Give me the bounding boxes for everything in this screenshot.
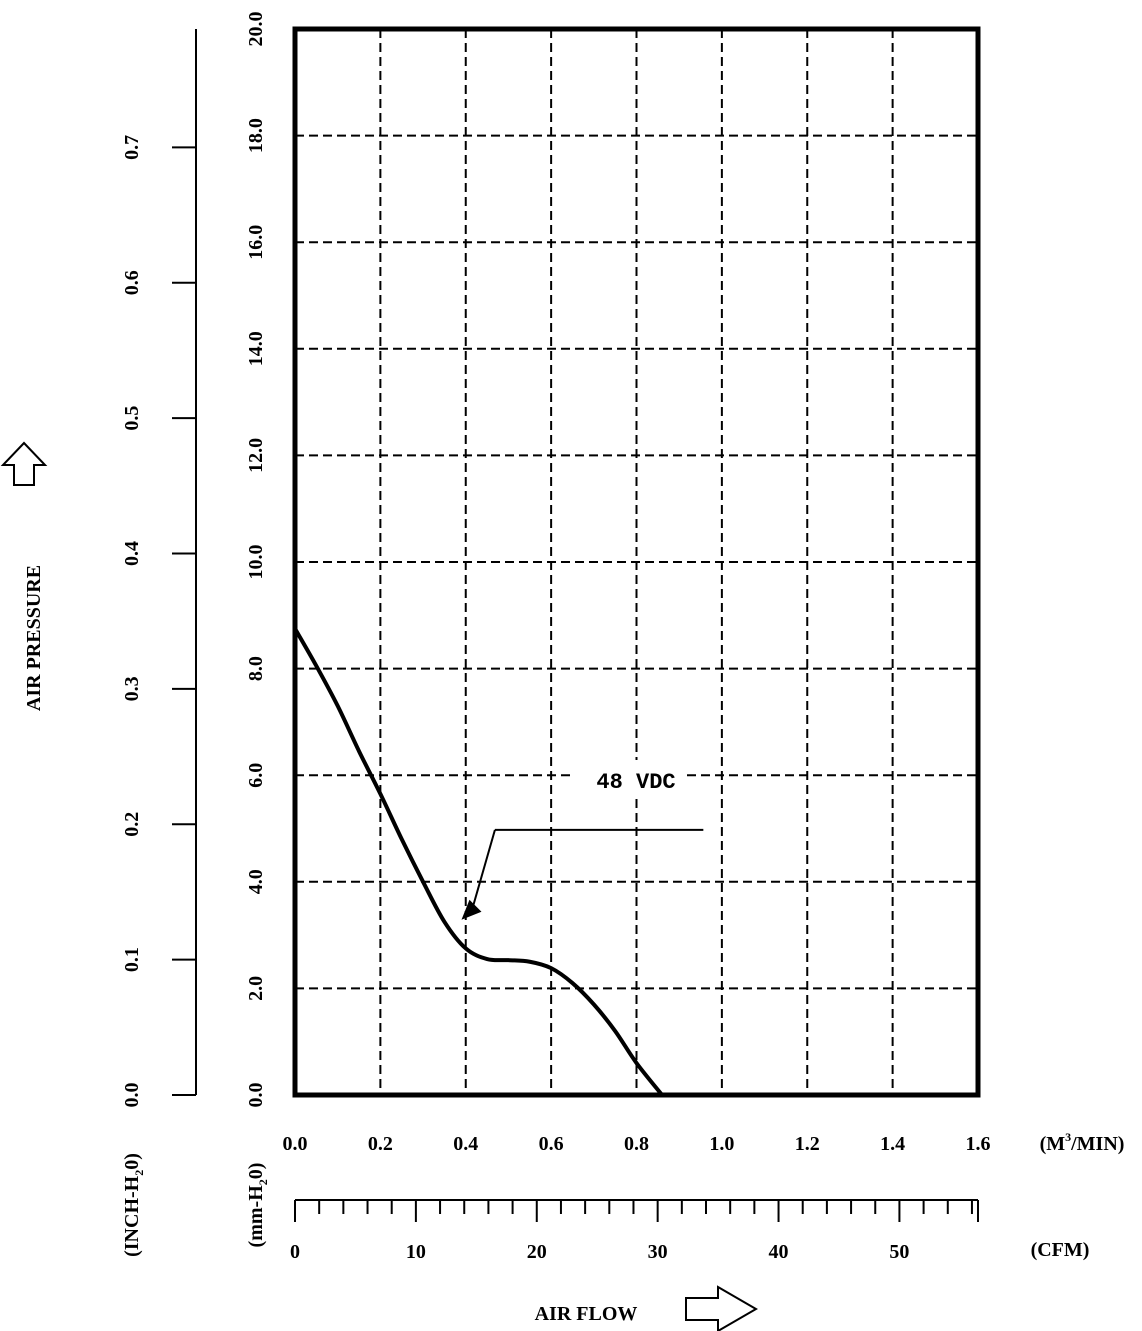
- right-arrow-icon: [685, 1285, 758, 1331]
- y-tick-label-inch: 0.5: [121, 406, 143, 431]
- y-tick-label-mm: 4.0: [245, 869, 267, 894]
- x-tick-label-m3: 1.6: [966, 1133, 991, 1155]
- x-tick-label-cfm: 50: [889, 1241, 909, 1263]
- x-tick-label-m3: 0.6: [539, 1133, 564, 1155]
- y-axis-mm-h2o: 0.0 2.0 4.0 6.0 8.0 10.0 12.0 14.0 16.0 18.0 20.0 (…: [245, 12, 270, 1248]
- y-tick-label-mm: 8.0: [245, 656, 267, 681]
- y-tick-label-mm: 16.0: [245, 225, 267, 260]
- y-tick-label-inch: 0.7: [121, 135, 143, 160]
- annotation-arrowhead-icon: [461, 899, 482, 920]
- annotation-leader: [470, 829, 496, 913]
- annotation-label-bg: [575, 760, 685, 794]
- y-tick-label-mm: 0.0: [245, 1083, 267, 1108]
- x-tick-label-m3: 0.2: [368, 1133, 393, 1155]
- y-tick-label-mm: 10.0: [245, 545, 267, 580]
- y-tick-label-mm: 20.0: [245, 12, 267, 47]
- y-tick-label-mm: 18.0: [245, 118, 267, 153]
- annotation-label: 48 VDC: [596, 770, 675, 795]
- axis-labels: AIR PRESSURE AIR FLOW: [0, 441, 758, 1331]
- y-tick-label-inch: 0.6: [121, 270, 143, 295]
- y-tick-label-inch: 0.3: [121, 676, 143, 701]
- x-unit-cfm: (CFM): [1031, 1239, 1090, 1261]
- annotation-layer: 48 VDC: [461, 760, 704, 920]
- up-arrow-icon: [0, 441, 48, 486]
- y-tick-label-inch: 0.4: [121, 541, 143, 566]
- x-tick-label-m3: 1.2: [795, 1133, 820, 1155]
- y-axis-title: AIR PRESSURE: [23, 565, 45, 711]
- x-tick-label-m3: 1.4: [880, 1133, 905, 1155]
- y-tick-label-inch: 0.0: [121, 1083, 143, 1108]
- x-tick-label-cfm: 40: [769, 1241, 789, 1263]
- y-tick-label-inch: 0.1: [121, 947, 143, 972]
- x-tick-label-m3: 0.4: [453, 1133, 478, 1155]
- y-axis-inch-h2o: 0.0 0.1 0.2 0.3 0.4 0.5 0.6 0.7 (INCH-H20): [121, 29, 197, 1257]
- x-tick-label-cfm: 0: [290, 1241, 300, 1263]
- x-tick-label-m3: 1.0: [709, 1133, 734, 1155]
- x-unit-m3-min: (M3/MIN): [1040, 1130, 1125, 1155]
- y-tick-label-mm: 2.0: [245, 976, 267, 1001]
- plot-frame: [292, 26, 981, 1098]
- y-tick-label-mm: 14.0: [245, 331, 267, 366]
- y-tick-label-mm: 6.0: [245, 763, 267, 788]
- y-unit-mm-h2o: (mm-H20): [245, 1163, 270, 1248]
- grid-lines: [295, 29, 978, 1095]
- x-axis-cfm: 0 10 20 30 40 50 (CFM): [290, 1199, 1090, 1263]
- y-tick-label-mm: 12.0: [245, 438, 267, 473]
- y-unit-inch-h2o: (INCH-H20): [121, 1153, 146, 1257]
- curve-layer: [293, 626, 665, 1097]
- x-tick-label-m3: 0.8: [624, 1133, 649, 1155]
- y-tick-label-inch: 0.2: [121, 812, 143, 837]
- x-tick-label-cfm: 20: [527, 1241, 547, 1263]
- x-tick-label-cfm: 10: [406, 1241, 426, 1263]
- x-axis-m3-min: 0.0 0.2 0.4 0.6 0.8 1.0 1.2 1.4 1.6 (M3/MIN): [283, 1130, 1125, 1155]
- series-line-48vdc: [293, 626, 665, 1097]
- x-tick-label-cfm: 30: [648, 1241, 668, 1263]
- x-axis-title: AIR FLOW: [535, 1303, 638, 1325]
- x-tick-label-m3: 0.0: [283, 1133, 308, 1155]
